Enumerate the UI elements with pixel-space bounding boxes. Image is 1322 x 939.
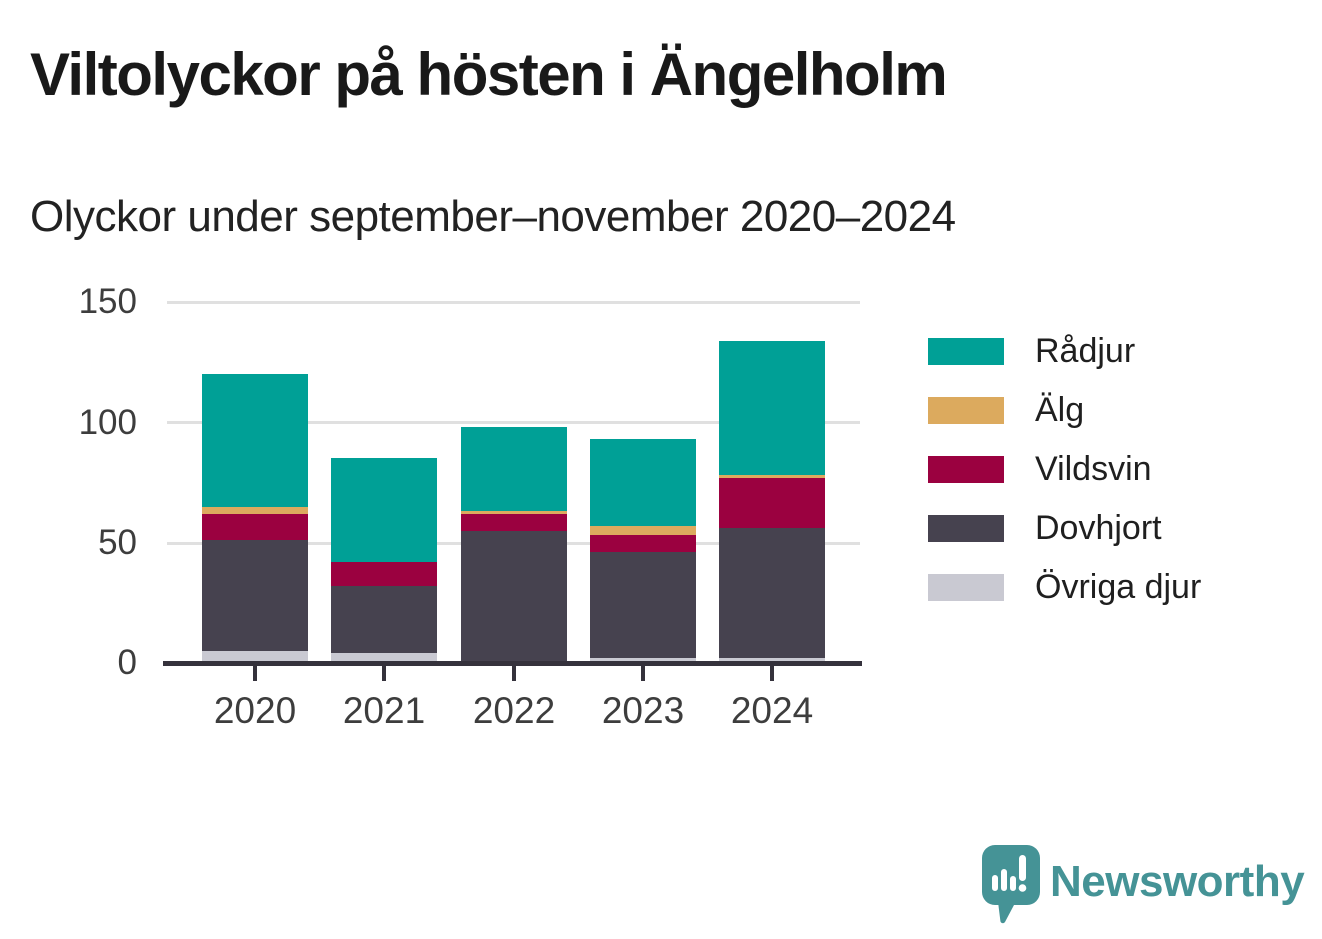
bar-segment-2024-Vildsvin <box>719 477 825 529</box>
y-tick-label-100: 100 <box>78 403 137 442</box>
newsworthy-wordmark: Newsworthy <box>1050 857 1305 906</box>
legend-swatch-alg <box>928 397 1004 424</box>
legend-item-radjur: Rådjur <box>928 332 1201 370</box>
bar-segment-2021-Rådjur <box>331 458 438 562</box>
bar-chart-speech-bubble-icon <box>982 845 1040 924</box>
x-tick-2023 <box>641 666 645 681</box>
page-subtitle: Olyckor under september–november 2020–20… <box>30 192 956 241</box>
legend-item-dovhjort: Dovhjort <box>928 509 1201 547</box>
legend-label-vildsvin: Vildsvin <box>1035 450 1152 488</box>
bar-segment-2023-Dovhjort <box>589 552 696 659</box>
legend-swatch-vildsvin <box>928 456 1004 483</box>
bar-segment-2020-Vildsvin <box>202 513 308 541</box>
gridline-150 <box>167 301 860 304</box>
x-tick-2021 <box>382 666 386 681</box>
x-tick-2022 <box>512 666 516 681</box>
legend-label-alg: Älg <box>1035 391 1085 429</box>
legend-swatch-dovhjort <box>928 515 1004 542</box>
plot-area <box>167 301 860 663</box>
bar-segment-2022-Dovhjort <box>460 530 567 661</box>
bar-segment-2022-Älg <box>460 511 567 514</box>
bar-segment-2024-Övriga djur <box>719 658 825 663</box>
legend-label-dovhjort: Dovhjort <box>1035 509 1162 547</box>
x-tick-label-2023: 2023 <box>601 690 685 731</box>
bar-segment-2021-Dovhjort <box>331 585 438 654</box>
chart-legend: Rådjur Älg Vildsvin Dovhjort Övriga djur <box>928 332 1202 633</box>
y-tick-label-50: 50 <box>98 523 137 562</box>
legend-item-ovriga-djur: Övriga djur <box>928 568 1202 606</box>
bar-segment-2022-Vildsvin <box>460 513 567 531</box>
bar-segment-2023-Rådjur <box>589 439 696 526</box>
page-title: Viltolyckor på hösten i Ängelholm <box>30 41 948 108</box>
bar-segment-2020-Älg <box>202 506 308 514</box>
bar-segment-2021-Övriga djur <box>331 653 438 663</box>
bar-segment-2024-Rådjur <box>719 340 825 476</box>
legend-swatch-radjur <box>928 338 1004 365</box>
x-axis-line <box>163 661 862 666</box>
x-tick-label-2024: 2024 <box>730 690 814 731</box>
bar-segment-2020-Övriga djur <box>202 650 308 663</box>
bar-segment-2024-Älg <box>719 475 825 478</box>
bar-segment-2020-Rådjur <box>202 374 308 507</box>
bar-segment-2020-Dovhjort <box>202 540 308 651</box>
x-tick-label-2021: 2021 <box>342 690 426 731</box>
y-tick-label-0: 0 <box>117 643 137 682</box>
legend-label-ovriga-djur: Övriga djur <box>1035 568 1202 606</box>
bar-segment-2021-Vildsvin <box>331 561 438 586</box>
bar-segment-2023-Vildsvin <box>589 535 696 553</box>
legend-label-radjur: Rådjur <box>1035 332 1136 370</box>
bar-segment-2023-Älg <box>589 525 696 536</box>
legend-item-alg: Älg <box>928 391 1201 429</box>
gridline-100 <box>167 421 860 425</box>
legend-item-vildsvin: Vildsvin <box>928 450 1201 488</box>
x-tick-label-2022: 2022 <box>472 690 556 731</box>
bar-segment-2024-Dovhjort <box>719 528 825 659</box>
bar-segment-2022-Rådjur <box>460 427 567 512</box>
newsworthy-logo: Newsworthy <box>982 845 1305 927</box>
x-tick-2020 <box>253 666 257 681</box>
y-tick-label-150: 150 <box>78 282 137 321</box>
legend-swatch-ovriga-djur <box>928 574 1004 601</box>
x-tick-label-2020: 2020 <box>213 690 297 731</box>
bar-segment-2023-Övriga djur <box>589 658 696 663</box>
x-tick-2024 <box>770 666 774 681</box>
